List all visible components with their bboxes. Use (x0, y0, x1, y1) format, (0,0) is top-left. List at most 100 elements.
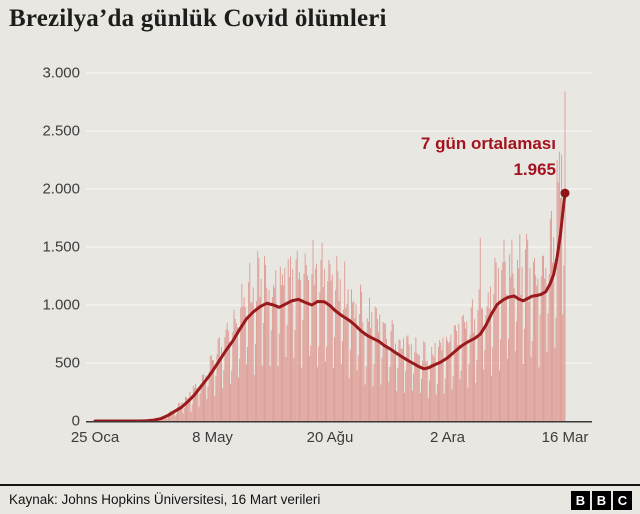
daily-deaths-bar (518, 268, 520, 421)
daily-deaths-bar (482, 308, 483, 421)
daily-deaths-bar (260, 279, 262, 421)
daily-deaths-bar (347, 289, 349, 421)
daily-deaths-bar (358, 314, 360, 421)
daily-deaths-bar (241, 283, 243, 421)
daily-deaths-bar (249, 262, 251, 421)
daily-deaths-bar (362, 322, 364, 421)
daily-deaths-bar (218, 337, 220, 421)
daily-deaths-bar (450, 334, 452, 421)
daily-deaths-bar (189, 391, 191, 421)
daily-deaths-bar (363, 331, 365, 421)
daily-deaths-bar (414, 352, 416, 421)
daily-deaths-bar (561, 154, 563, 421)
y-tick-label: 1.000 (42, 296, 80, 314)
daily-deaths-bar (179, 403, 181, 421)
x-tick-label: 25 Oca (70, 429, 120, 446)
daily-deaths-bar (328, 259, 330, 421)
daily-deaths-bar (401, 348, 403, 421)
daily-deaths-bar (562, 314, 564, 421)
daily-deaths-bar (387, 345, 389, 421)
daily-deaths-bar (453, 325, 455, 421)
seven-day-average-annotation: 7 gün ortalaması 1.965 (421, 131, 556, 184)
daily-deaths-bar (197, 387, 199, 421)
daily-deaths-bar (341, 340, 343, 421)
daily-deaths-bar (424, 342, 426, 421)
daily-deaths-bar (183, 407, 185, 421)
line-endpoint-dot (560, 188, 570, 198)
daily-deaths-bar (438, 347, 439, 421)
daily-deaths-bar (509, 254, 511, 421)
daily-deaths-bar (410, 343, 412, 421)
daily-deaths-bar (383, 323, 385, 421)
daily-deaths-bar (432, 354, 434, 421)
daily-deaths-bar (395, 343, 396, 421)
daily-deaths-bar (380, 384, 382, 421)
daily-deaths-bar (199, 393, 201, 421)
daily-deaths-bar (273, 285, 274, 421)
daily-deaths-bar (265, 264, 267, 421)
daily-deaths-bar (250, 302, 252, 421)
daily-deaths-bar (426, 360, 428, 421)
daily-deaths-bar (339, 279, 341, 421)
daily-deaths-bar (321, 242, 323, 421)
daily-deaths-bar (306, 275, 308, 421)
daily-deaths-bar (266, 287, 268, 421)
daily-deaths-bar (519, 234, 521, 421)
daily-deaths-bar (527, 239, 529, 421)
daily-deaths-bar (165, 415, 167, 421)
daily-deaths-bar (173, 410, 175, 421)
daily-deaths-bar (374, 306, 376, 421)
daily-deaths-bar (200, 384, 202, 421)
daily-deaths-bar (192, 385, 194, 421)
daily-deaths-bar (310, 345, 312, 421)
daily-deaths-bar (452, 376, 454, 421)
daily-deaths-bar (278, 333, 280, 421)
daily-deaths-bar (512, 273, 514, 421)
daily-deaths-bar (366, 318, 368, 421)
daily-deaths-bar (331, 274, 333, 421)
daily-deaths-bar (216, 354, 218, 421)
daily-deaths-bar (303, 273, 305, 421)
daily-deaths-bar (291, 302, 293, 421)
daily-deaths-bar (207, 386, 209, 421)
daily-deaths-bar (343, 309, 345, 421)
daily-deaths-bar (365, 366, 367, 421)
daily-deaths-bar (489, 286, 491, 421)
daily-deaths-bar (233, 309, 235, 421)
daily-deaths-bar (506, 358, 508, 421)
daily-deaths-bar (230, 384, 232, 421)
daily-deaths-bar (479, 237, 481, 421)
daily-deaths-bar (415, 337, 417, 421)
annotation-value: 1.965 (513, 160, 556, 180)
daily-deaths-bar (396, 391, 398, 421)
daily-deaths-bar (180, 406, 182, 421)
daily-deaths-bar (254, 343, 256, 421)
daily-deaths-bar (205, 375, 207, 421)
daily-deaths-bar (235, 323, 237, 421)
daily-deaths-bar (555, 317, 557, 421)
daily-deaths-bar (364, 384, 366, 421)
daily-deaths-bar (345, 307, 347, 421)
daily-deaths-bar (355, 303, 357, 421)
daily-deaths-bar (349, 349, 351, 421)
daily-deaths-bar (397, 367, 399, 421)
daily-deaths-bar (294, 329, 296, 421)
x-tick-label: 2 Ara (429, 429, 466, 446)
source-caption: Kaynak: Johns Hopkins Üniversitesi, 16 M… (9, 492, 321, 507)
daily-deaths-bar (436, 384, 438, 421)
daily-deaths-bar (195, 383, 196, 421)
daily-deaths-bar (517, 259, 518, 421)
footer-divider (0, 484, 640, 486)
daily-deaths-bar (231, 370, 233, 421)
seven-day-average-line (93, 191, 567, 423)
daily-deaths-bar (320, 260, 322, 421)
daily-deaths-bar (264, 256, 265, 421)
daily-deaths-bar (210, 355, 212, 421)
daily-deaths-bar (164, 416, 166, 421)
daily-deaths-bar (175, 414, 177, 421)
daily-deaths-bar (390, 331, 392, 421)
daily-deaths-bar (433, 356, 435, 421)
daily-deaths-bar (287, 259, 289, 421)
daily-deaths-bar (327, 281, 329, 421)
